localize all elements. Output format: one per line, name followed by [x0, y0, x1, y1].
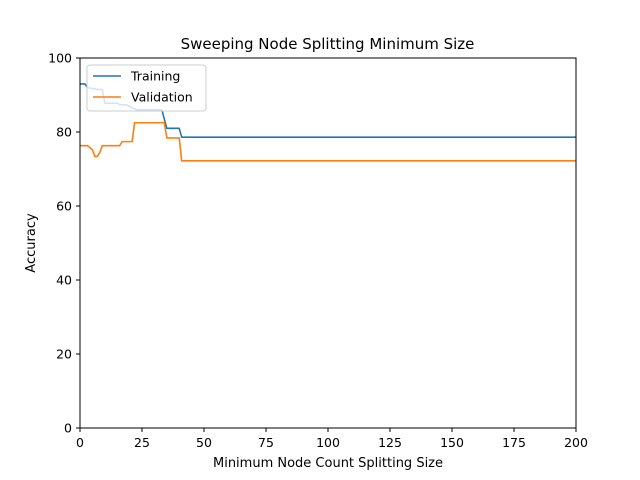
- y-axis-label: Accuracy: [24, 213, 39, 273]
- y-tick-label: 0: [64, 421, 72, 436]
- y-tick-label: 40: [56, 273, 72, 288]
- x-tick-label: 100: [316, 435, 340, 450]
- x-tick-label: 0: [76, 435, 84, 450]
- x-tick-label: 125: [378, 435, 402, 450]
- legend-label-training: Training: [130, 69, 180, 84]
- plot-frame: [79, 57, 577, 429]
- chart-title: Sweeping Node Splitting Minimum Size: [181, 35, 475, 53]
- x-tick-label: 50: [196, 435, 212, 450]
- x-tick-label: 25: [134, 435, 150, 450]
- series-line-validation: [80, 121, 576, 162]
- x-tick-label: 150: [440, 435, 464, 450]
- legend: Training Validation: [86, 64, 207, 112]
- x-tick-label: 75: [258, 435, 274, 450]
- x-tick-label: 175: [502, 435, 526, 450]
- y-tick-label: 60: [56, 199, 72, 214]
- y-tick-label: 20: [56, 347, 72, 362]
- y-tick-label: 80: [56, 125, 72, 140]
- x-axis-label: Minimum Node Count Splitting Size: [213, 456, 443, 471]
- x-tick-label: 200: [564, 435, 588, 450]
- y-tick-label: 100: [48, 51, 72, 66]
- legend-label-validation: Validation: [131, 90, 193, 105]
